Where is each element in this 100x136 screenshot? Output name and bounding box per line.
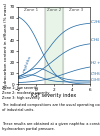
Text: naphtha: naphtha	[22, 55, 32, 73]
Y-axis label: Hydrocarbon content in effluent (% mass): Hydrocarbon content in effluent (% mass)	[4, 2, 8, 89]
Text: Zone 1: Zone 1	[24, 8, 39, 12]
Text: $C_3H_6$: $C_3H_6$	[90, 71, 100, 78]
Text: The indicated compositions are the usual operating conditions
of industrial unit: The indicated compositions are the usual…	[2, 103, 100, 112]
Text: These results are obtained at a given naphtha: a constant residence time (and
hy: These results are obtained at a given na…	[2, 122, 100, 131]
Text: Zone 1: low severity
Zone 2: moderate severity
Zone 3: high severity: Zone 1: low severity Zone 2: moderate se…	[2, 86, 50, 100]
Text: $C_2H_4$: $C_2H_4$	[90, 18, 100, 26]
Text: Zone 3: Zone 3	[69, 8, 84, 12]
Text: $C_4H_8 + C_4H_{10}$: $C_4H_8 + C_4H_{10}$	[90, 77, 100, 84]
Bar	[45, 7, 63, 84]
Text: $H_2 + CH_4$: $H_2 + CH_4$	[90, 59, 100, 67]
Text: $CH_4$: $CH_4$	[90, 36, 100, 44]
Text: Zone 2: Zone 2	[47, 8, 61, 12]
X-axis label: KSF severity index: KSF severity index	[31, 93, 77, 98]
